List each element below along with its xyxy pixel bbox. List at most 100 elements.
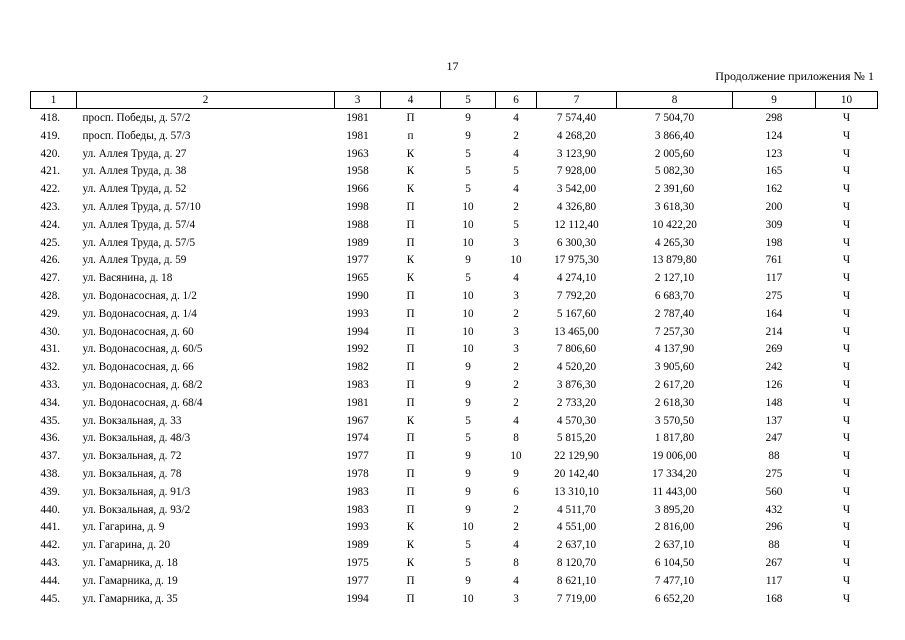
residents-cell: 137 <box>765 414 783 427</box>
floors-cell: 10 <box>462 218 474 231</box>
year-built-cell: 1978 <box>346 467 369 480</box>
residents-cell: 242 <box>765 361 783 374</box>
residents-cell: 275 <box>765 467 783 480</box>
address-cell: ул. Водонасосная, д. 60/5 <box>82 343 203 356</box>
entrances-cell: 8 <box>513 556 519 569</box>
total-area-cell: 4 520,20 <box>556 361 597 374</box>
year-built-cell: 1981 <box>346 129 369 142</box>
wall-material-cell: П <box>406 378 415 391</box>
living-area-cell: 2 618,30 <box>654 396 695 409</box>
living-area-cell: 6 104,50 <box>654 556 695 569</box>
category-cell: Ч <box>842 378 851 391</box>
row-number-cell: 434. <box>40 396 61 409</box>
address-cell: ул. Водонасосная, д. 68/2 <box>82 378 203 391</box>
residents-cell: 432 <box>765 503 783 516</box>
column-header: 10 <box>815 91 878 109</box>
row-number-cell: 430. <box>40 325 61 338</box>
table-header-row: 1 2 3 4 5 6 7 8 9 10 <box>30 91 878 109</box>
floors-cell: 9 <box>465 129 471 142</box>
wall-material-cell: П <box>406 396 415 409</box>
address-cell: ул. Аллея Труда, д. 57/5 <box>82 236 196 249</box>
year-built-cell: 1974 <box>346 432 369 445</box>
row-number-cell: 420. <box>40 147 61 160</box>
table-row: 421. ул. Аллея Труда, д. 38 1958 К 5 5 7 928,0… <box>31 163 878 181</box>
wall-material-cell: П <box>406 112 415 124</box>
total-area-cell: 7 792,20 <box>556 289 597 302</box>
entrances-cell: 2 <box>513 129 519 142</box>
row-number-cell: 444. <box>40 574 61 587</box>
entrances-cell: 8 <box>513 432 519 445</box>
floors-cell: 10 <box>462 289 474 302</box>
address-cell: ул. Аллея Труда, д. 59 <box>82 254 187 267</box>
address-cell: ул. Вокзальная, д. 93/2 <box>82 503 191 516</box>
table-row: 438. ул. Вокзальная, д. 78 1978 П 9 9 20 142,4… <box>31 466 878 484</box>
wall-material-cell: П <box>406 289 415 302</box>
year-built-cell: 1981 <box>346 396 369 409</box>
table-row: 422. ул. Аллея Труда, д. 52 1966 К 5 4 3 542,0… <box>31 181 878 199</box>
entrances-cell: 3 <box>513 236 519 249</box>
floors-cell: 10 <box>462 343 474 356</box>
row-number-cell: 443. <box>40 556 61 569</box>
floors-cell: 10 <box>462 325 474 338</box>
entrances-cell: 2 <box>513 503 519 516</box>
table-row: 429. ул. Водонасосная, д. 1/4 1993 П 10 2 5 16… <box>31 306 878 324</box>
year-built-cell: 1977 <box>346 574 369 587</box>
residents-cell: 88 <box>768 539 780 552</box>
table-row: 427. ул. Васянина, д. 18 1965 К 5 4 4 274,10 2 … <box>31 270 878 288</box>
category-cell: Ч <box>842 272 851 285</box>
living-area-cell: 7 477,10 <box>654 574 695 587</box>
entrances-cell: 4 <box>513 414 519 427</box>
wall-material-cell: П <box>406 218 415 231</box>
floors-cell: 9 <box>465 254 471 267</box>
entrances-cell: 10 <box>510 450 522 463</box>
table-row: 441. ул. Гагарина, д. 9 1993 К 10 2 4 551,00 2 … <box>31 519 878 537</box>
living-area-cell: 4 265,30 <box>654 236 695 249</box>
category-cell: Ч <box>842 307 851 320</box>
table-row: 419. просп. Победы, д. 57/3 1981 п 9 2 4 268,2… <box>31 128 878 146</box>
column-header: 4 <box>380 91 441 109</box>
wall-material-cell: п <box>407 129 414 142</box>
address-cell: ул. Гамарника, д. 18 <box>82 556 178 569</box>
housing-register-table: 1 2 3 4 5 6 7 8 9 10 418. просп. Победы, … <box>30 91 878 608</box>
category-cell: Ч <box>842 218 851 231</box>
address-cell: ул. Аллея Труда, д. 38 <box>82 165 187 178</box>
total-area-cell: 7 928,00 <box>556 165 597 178</box>
table-row: 434. ул. Водонасосная, д. 68/4 1981 П 9 2 2 73… <box>31 395 878 413</box>
table-row: 435. ул. Вокзальная, д. 33 1967 К 5 4 4 570,30… <box>31 413 878 431</box>
total-area-cell: 8 621,10 <box>556 574 597 587</box>
address-cell: ул. Водонасосная, д. 1/4 <box>82 307 197 320</box>
total-area-cell: 4 268,20 <box>556 129 597 142</box>
living-area-cell: 11 443,00 <box>652 485 697 498</box>
total-area-cell: 5 167,60 <box>556 307 597 320</box>
total-area-cell: 3 876,30 <box>556 378 597 391</box>
address-cell: ул. Водонасосная, д. 68/4 <box>82 396 203 409</box>
floors-cell: 9 <box>465 467 471 480</box>
row-number-cell: 429. <box>40 307 61 320</box>
entrances-cell: 10 <box>510 254 522 267</box>
entrances-cell: 4 <box>513 539 519 552</box>
category-cell: Ч <box>842 574 851 587</box>
wall-material-cell: К <box>406 254 415 267</box>
address-cell: ул. Вокзальная, д. 78 <box>82 467 182 480</box>
residents-cell: 162 <box>765 183 783 196</box>
floors-cell: 9 <box>465 378 471 391</box>
address-cell: ул. Водонасосная, д. 1/2 <box>82 289 197 302</box>
entrances-cell: 4 <box>513 183 519 196</box>
living-area-cell: 6 652,20 <box>654 592 695 605</box>
residents-cell: 164 <box>765 307 783 320</box>
floors-cell: 5 <box>465 147 471 160</box>
category-cell: Ч <box>842 200 851 213</box>
year-built-cell: 1981 <box>346 112 369 124</box>
category-cell: Ч <box>842 414 851 427</box>
floors-cell: 10 <box>462 592 474 605</box>
total-area-cell: 2 637,10 <box>556 539 597 552</box>
address-cell: ул. Гагарина, д. 20 <box>82 539 171 552</box>
table-row: 430. ул. Водонасосная, д. 60 1994 П 10 3 13 46… <box>31 324 878 342</box>
floors-cell: 5 <box>465 556 471 569</box>
entrances-cell: 5 <box>513 218 519 231</box>
total-area-cell: 4 551,00 <box>556 521 597 534</box>
entrances-cell: 3 <box>513 325 519 338</box>
residents-cell: 761 <box>765 254 783 267</box>
year-built-cell: 1975 <box>346 556 369 569</box>
year-built-cell: 1994 <box>346 325 369 338</box>
